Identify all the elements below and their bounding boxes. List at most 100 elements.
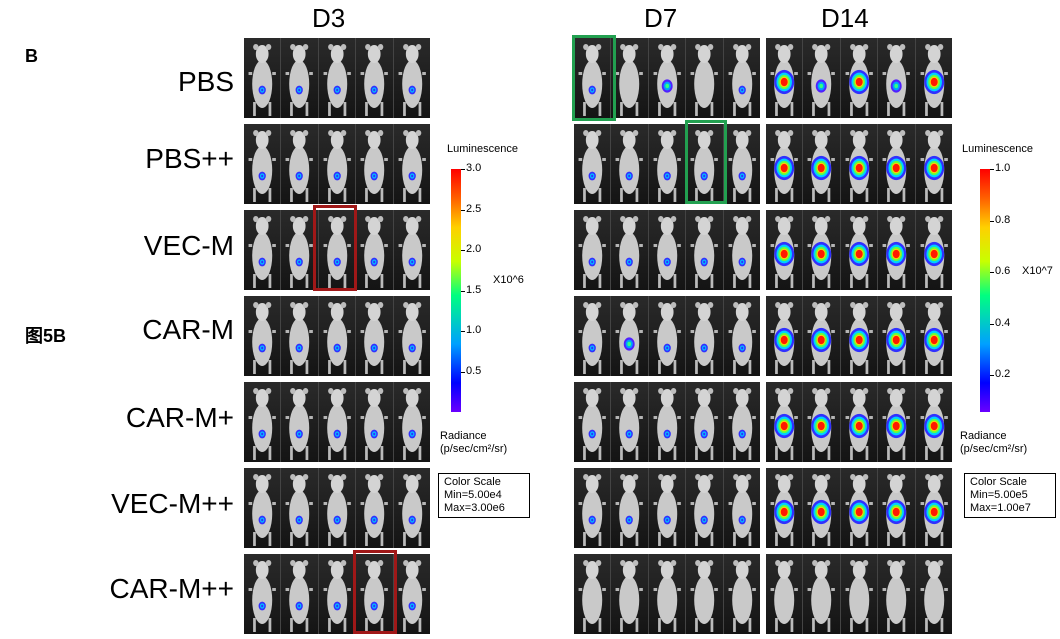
right-color-bar <box>980 169 990 412</box>
mouse-image <box>839 38 878 118</box>
mouse-image <box>574 382 611 462</box>
mouse-image <box>355 210 393 290</box>
mouse-image <box>766 296 803 376</box>
mouse-image <box>244 554 281 634</box>
mouse-image <box>722 296 761 376</box>
mouse-image <box>392 554 431 634</box>
mouse-image <box>914 210 953 290</box>
mouse-image <box>280 124 318 204</box>
scale-tick-mark <box>990 272 994 274</box>
mouse-image-strip <box>244 124 431 204</box>
figure-label: 图5B <box>25 326 67 346</box>
mouse-image <box>574 296 611 376</box>
highlight-box-green <box>572 35 616 121</box>
highlight-box-red <box>353 550 397 634</box>
scale-tick-label: 0.4 <box>995 316 1011 329</box>
mouse-image <box>914 382 953 462</box>
mouse-image-strip <box>244 382 431 462</box>
mouse-image-strip <box>244 38 431 118</box>
right-scale-title: Luminescence <box>962 143 1033 155</box>
scale-tick-label: 0.8 <box>995 213 1011 226</box>
mouse-image <box>355 38 393 118</box>
scale-tick-mark <box>990 169 994 170</box>
mouse-image <box>766 468 803 548</box>
right-color-scale-box: Color Scale Min=5.00e5 Max=1.00e7 <box>964 473 1056 518</box>
scale-tick-mark <box>461 371 465 373</box>
scale-tick-mark <box>461 331 465 332</box>
group-label-car-m: CAR-M <box>142 314 234 345</box>
mouse-image <box>685 124 723 204</box>
mouse-image <box>722 210 761 290</box>
mouse-image-strip <box>766 38 953 118</box>
left-radiance-label: Radiance (p/sec/cm²/sr) <box>440 430 507 456</box>
mouse-image <box>766 124 803 204</box>
mouse-image <box>877 554 915 634</box>
mouse-image <box>647 38 686 118</box>
right-radiance-line1: Radiance <box>960 430 1007 442</box>
mouse-image-strip <box>574 296 761 376</box>
mouse-image <box>280 38 318 118</box>
timepoint-label-d7: D7 <box>644 3 678 33</box>
panel-letter: B <box>25 46 38 66</box>
mouse-image <box>392 382 431 462</box>
highlight-box-green <box>685 120 727 204</box>
scale-tick-mark <box>461 290 465 292</box>
mouse-image <box>355 382 393 462</box>
mouse-image <box>722 468 761 548</box>
scale-tick-label: 0.5 <box>466 364 482 377</box>
mouse-image <box>317 296 356 376</box>
group-label-car-m-plusplus: CAR-M++ <box>109 573 234 604</box>
d7-image-column <box>574 38 761 634</box>
mouse-image <box>244 124 281 204</box>
mouse-image <box>244 468 281 548</box>
mouse-image <box>766 554 803 634</box>
highlight-box-red <box>313 205 357 291</box>
left-radiance-line2: (p/sec/cm²/sr) <box>440 443 508 455</box>
mouse-image-strip <box>244 296 431 376</box>
mouse-image <box>685 210 723 290</box>
scale-tick-label: 1.0 <box>995 162 1011 174</box>
left-scale-title: Luminescence <box>447 143 518 155</box>
scale-tick-mark <box>461 209 465 211</box>
mouse-image <box>392 124 431 204</box>
mouse-image-strip <box>766 210 953 290</box>
mouse-image <box>280 296 318 376</box>
mouse-image <box>647 554 686 634</box>
right-color-scale-title: Color Scale <box>970 476 1027 488</box>
scale-tick-label: 0.6 <box>995 265 1011 278</box>
mouse-image-strip <box>574 38 761 118</box>
mouse-image <box>914 296 953 376</box>
scale-tick-label: 2.5 <box>466 202 482 215</box>
scale-tick-mark <box>990 375 994 377</box>
mouse-image <box>802 382 840 462</box>
timepoint-label-d14: D14 <box>821 3 869 33</box>
mouse-image <box>610 468 648 548</box>
left-color-bar <box>451 169 461 412</box>
right-color-scale-min: Min=5.00e5 <box>970 489 1028 501</box>
mouse-image-strip <box>574 554 761 634</box>
mouse-image <box>610 382 648 462</box>
mouse-image <box>392 38 431 118</box>
mouse-image <box>685 554 723 634</box>
mouse-image <box>914 468 953 548</box>
d3-image-column <box>244 38 431 634</box>
mouse-image <box>280 468 318 548</box>
mouse-image <box>685 468 723 548</box>
mouse-image-strip <box>244 210 431 290</box>
group-label-pbs: PBS <box>177 66 234 97</box>
mouse-image <box>802 296 840 376</box>
scale-tick-label: 1.5 <box>466 283 482 296</box>
mouse-image-strip <box>766 468 953 548</box>
mouse-image <box>647 210 686 290</box>
mouse-image-strip <box>574 124 761 204</box>
mouse-image-strip <box>766 554 953 634</box>
left-radiance-line1: Radiance <box>440 430 487 442</box>
mouse-image <box>392 296 431 376</box>
mouse-image <box>244 210 281 290</box>
scale-tick-label: 0.2 <box>995 368 1011 381</box>
mouse-image <box>317 554 356 634</box>
mouse-image-strip <box>574 382 761 462</box>
right-scale-unit: X10^7 <box>1022 265 1053 277</box>
mouse-image <box>317 210 356 290</box>
mouse-image-strip <box>766 124 953 204</box>
